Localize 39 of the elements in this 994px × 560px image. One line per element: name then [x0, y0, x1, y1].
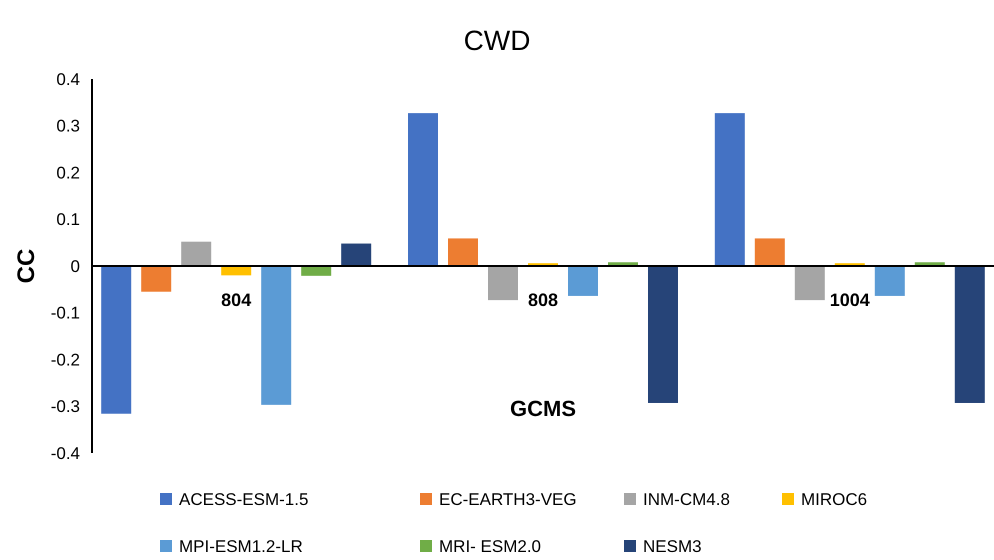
- bar: [488, 266, 518, 300]
- legend-label: NESM3: [643, 537, 702, 556]
- y-tick-label: 0.2: [56, 163, 80, 182]
- bar: [714, 113, 745, 266]
- bar: [794, 266, 825, 300]
- legend-label: MPI-ESM1.2-LR: [179, 537, 303, 556]
- legend-label: EC-EARTH3-VEG: [439, 490, 577, 509]
- x-tick-label: 1004: [830, 290, 870, 310]
- bar: [181, 242, 212, 266]
- y-tick-label: 0.1: [56, 210, 80, 230]
- y-tick-label: -0.1: [50, 304, 80, 323]
- y-tick-label: 0: [70, 256, 80, 276]
- bar: [754, 238, 785, 266]
- x-axis-title: GCMS: [510, 396, 576, 421]
- bar: [141, 266, 172, 292]
- bar: [568, 266, 598, 296]
- bar: [874, 266, 905, 296]
- legend-label: ACESS-ESM-1.5: [179, 490, 308, 509]
- legend-label: MIROC6: [801, 490, 868, 509]
- y-tick-label: -0.3: [50, 397, 80, 416]
- y-tick-label: -0.4: [50, 444, 80, 463]
- y-tick-label: 0.3: [56, 116, 80, 136]
- bar: [261, 266, 292, 405]
- bar: [341, 244, 372, 266]
- y-tick-label: -0.2: [50, 350, 80, 370]
- y-axis-title: CC: [13, 248, 40, 284]
- y-tick-label: 0.4: [56, 70, 80, 89]
- bar: [101, 266, 132, 414]
- bar: [448, 238, 478, 266]
- x-tick-label: 808: [528, 290, 558, 310]
- bar: [648, 266, 678, 403]
- chart-title: CWD: [464, 25, 530, 56]
- bar: [408, 113, 438, 266]
- bar: [301, 266, 332, 276]
- bar: [954, 266, 985, 403]
- bar: [221, 266, 252, 276]
- x-tick-label: 804: [221, 290, 252, 310]
- legend-label: MRI- ESM2.0: [439, 537, 542, 556]
- legend-label: INM-CM4.8: [643, 490, 730, 509]
